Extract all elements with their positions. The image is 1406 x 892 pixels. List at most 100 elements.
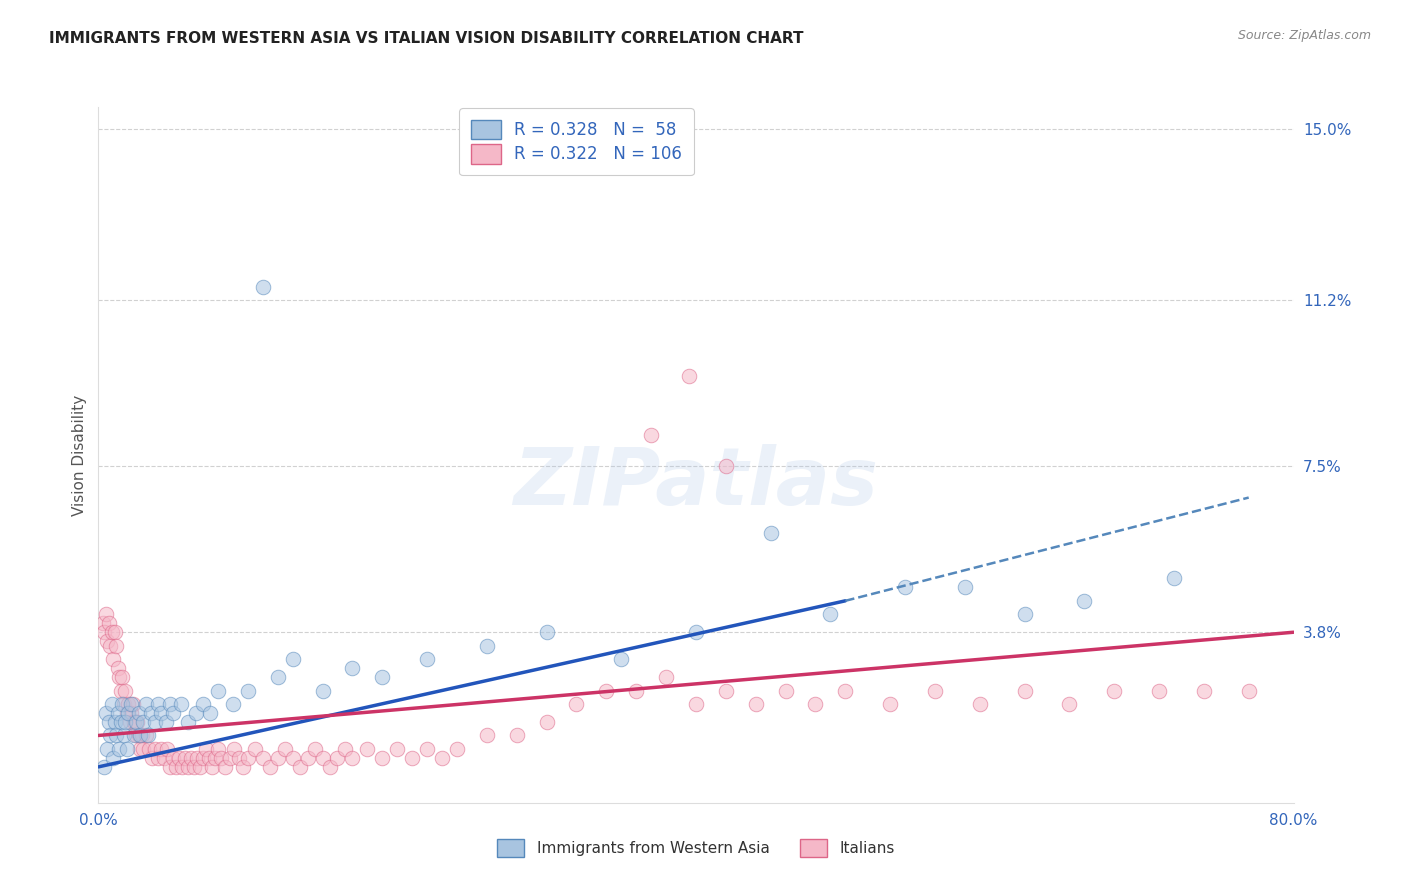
Point: [191, 751, 214, 765]
Point: [103, 652, 125, 666]
Point: [333, 742, 356, 756]
Point: [93, 760, 115, 774]
Point: [267, 670, 290, 684]
Point: [111, 670, 134, 684]
Point: [714, 459, 737, 474]
Point: [132, 714, 155, 729]
Point: [143, 714, 166, 729]
Point: [131, 729, 153, 743]
Point: [198, 751, 221, 765]
Point: [107, 706, 129, 720]
Point: [894, 580, 917, 594]
Point: [1073, 594, 1095, 608]
Point: [172, 760, 194, 774]
Point: [104, 625, 127, 640]
Point: [288, 760, 311, 774]
Point: [117, 706, 139, 720]
Point: [162, 751, 184, 765]
Point: [129, 729, 152, 743]
Point: [188, 760, 211, 774]
Point: [124, 729, 146, 743]
Point: [252, 751, 274, 765]
Point: [678, 369, 700, 384]
Point: [969, 697, 991, 711]
Point: [143, 742, 166, 756]
Point: [125, 714, 148, 729]
Point: [236, 683, 259, 698]
Point: [101, 697, 124, 711]
Point: [759, 526, 782, 541]
Point: [174, 751, 197, 765]
Point: [108, 742, 131, 756]
Point: [159, 697, 181, 711]
Point: [446, 742, 468, 756]
Point: [162, 706, 184, 720]
Point: [204, 751, 226, 765]
Point: [252, 279, 274, 293]
Legend: Immigrants from Western Asia, Italians: Immigrants from Western Asia, Italians: [489, 832, 903, 864]
Point: [100, 729, 122, 743]
Point: [224, 742, 246, 756]
Point: [342, 751, 364, 765]
Point: [97, 616, 120, 631]
Point: [371, 751, 394, 765]
Point: [207, 742, 229, 756]
Point: [183, 760, 205, 774]
Point: [430, 751, 453, 765]
Point: [186, 751, 208, 765]
Point: [135, 729, 157, 743]
Point: [416, 742, 439, 756]
Point: [342, 661, 364, 675]
Point: [132, 742, 155, 756]
Point: [108, 670, 131, 684]
Point: [385, 742, 409, 756]
Point: [326, 751, 349, 765]
Point: [820, 607, 842, 622]
Point: [136, 729, 159, 743]
Point: [640, 427, 662, 442]
Point: [207, 683, 229, 698]
Point: [219, 751, 242, 765]
Point: [401, 751, 423, 765]
Point: [1014, 683, 1036, 698]
Point: [167, 751, 190, 765]
Point: [228, 751, 250, 765]
Point: [1147, 683, 1170, 698]
Point: [127, 714, 149, 729]
Point: [200, 706, 222, 720]
Point: [120, 706, 142, 720]
Point: [195, 742, 218, 756]
Point: [595, 683, 617, 698]
Point: [177, 714, 200, 729]
Point: [1014, 607, 1036, 622]
Point: [110, 714, 132, 729]
Point: [124, 714, 146, 729]
Point: [879, 697, 901, 711]
Point: [105, 639, 128, 653]
Point: [155, 714, 177, 729]
Point: [304, 742, 326, 756]
Point: [112, 729, 135, 743]
Point: [536, 714, 558, 729]
Point: [150, 706, 173, 720]
Point: [112, 697, 135, 711]
Point: [610, 652, 633, 666]
Point: [222, 697, 245, 711]
Point: [924, 683, 946, 698]
Point: [114, 714, 136, 729]
Point: [150, 742, 173, 756]
Point: [180, 751, 202, 765]
Point: [506, 729, 529, 743]
Point: [834, 683, 856, 698]
Point: [94, 607, 117, 622]
Point: [139, 706, 162, 720]
Point: [1237, 683, 1260, 698]
Point: [775, 683, 797, 698]
Point: [115, 706, 138, 720]
Point: [1059, 697, 1081, 711]
Point: [371, 670, 394, 684]
Point: [129, 742, 152, 756]
Point: [475, 639, 498, 653]
Point: [138, 742, 160, 756]
Point: [156, 742, 179, 756]
